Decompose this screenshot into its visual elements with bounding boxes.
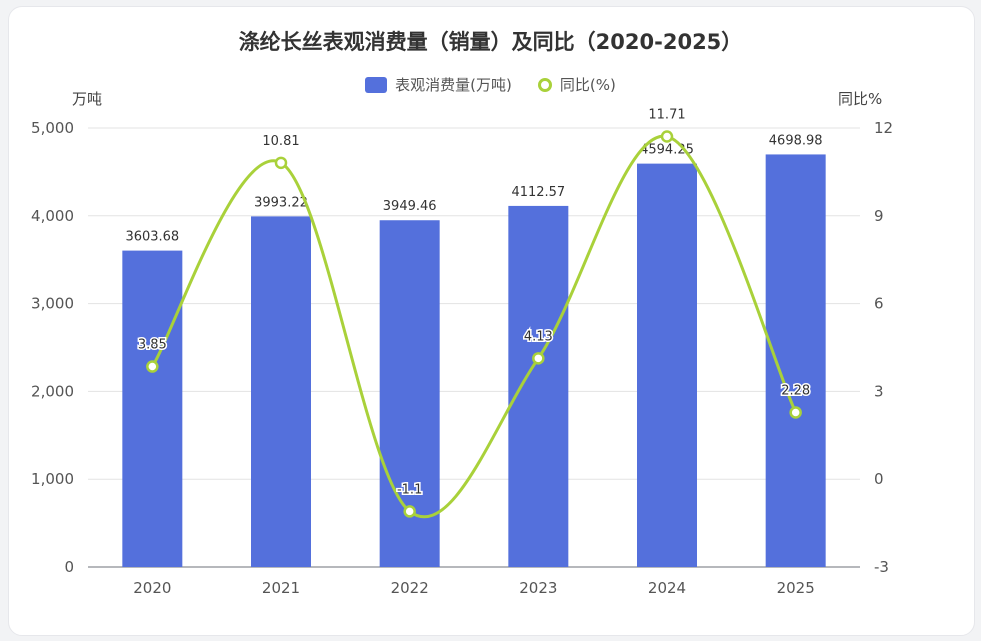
bar-value-label: 3993.22: [254, 195, 308, 210]
x-axis-tick: 2021: [262, 579, 300, 597]
legend-bar-swatch: [365, 76, 388, 93]
right-axis-tick: 9: [874, 207, 884, 225]
legend-line-swatch: [537, 77, 552, 92]
left-axis-tick: 1,000: [31, 470, 74, 488]
right-axis-tick: 12: [874, 119, 893, 137]
x-axis-tick: 2023: [519, 579, 557, 597]
bar-2021: [251, 216, 311, 568]
yoy-value-label: 3.85: [138, 338, 167, 353]
left-axis-tick: 3,000: [31, 295, 74, 313]
bar-2020: [122, 250, 183, 567]
left-axis-tick: 2,000: [31, 382, 74, 400]
bar-value-label: 4112.57: [511, 185, 565, 200]
legend-bar-label: 表观消费量(万吨): [395, 76, 512, 94]
x-axis-tick: 2020: [133, 579, 171, 597]
yoy-point-2023: [532, 352, 545, 365]
legend-line-label: 同比(%): [559, 76, 616, 94]
yoy-value-label: 10.81: [262, 134, 299, 149]
right-axis-tick: 0: [874, 470, 884, 488]
left-axis-tick: 5,000: [31, 119, 74, 137]
yoy-value-label: 2.28: [781, 383, 810, 398]
bar-value-label: 3949.46: [383, 199, 437, 214]
yoy-point-2020: [146, 360, 159, 373]
yoy-value-label: 11.71: [648, 107, 685, 122]
bar-value-label: 3603.68: [125, 230, 179, 245]
right-axis-tick: 6: [874, 295, 884, 313]
x-axis-tick: 2025: [777, 579, 815, 597]
bar-2023: [508, 205, 569, 567]
left-axis-unit: 万吨: [72, 90, 103, 108]
yoy-value-label: -1.1: [397, 482, 422, 497]
right-axis-tick: -3: [874, 558, 889, 576]
left-axis-tick: 0: [64, 558, 74, 576]
yoy-line: [151, 134, 798, 519]
yoy-value-label: 4.13: [524, 329, 553, 344]
yoy-point-2024: [660, 130, 674, 143]
yoy-point-2022: [403, 505, 416, 518]
chart-title: 涤纶长丝表观消费量（销量）及同比（2020-2025）: [238, 30, 743, 54]
right-axis-tick: 3: [874, 382, 884, 400]
chart-legend: 表观消费量(万吨) 同比(%): [0, 74, 981, 95]
bar-value-label: 4698.98: [769, 133, 823, 148]
bar-2024: [637, 163, 697, 567]
legend-item-line[interactable]: 同比(%): [537, 74, 616, 95]
yoy-point-2021: [274, 156, 288, 170]
yoy-point-2025: [789, 406, 802, 419]
x-axis-tick: 2024: [648, 579, 686, 597]
x-axis-tick: 2022: [391, 579, 429, 597]
left-axis-tick: 4,000: [31, 207, 74, 225]
right-axis-unit: 同比%: [838, 90, 883, 108]
legend-item-bar[interactable]: 表观消费量(万吨): [365, 74, 512, 95]
